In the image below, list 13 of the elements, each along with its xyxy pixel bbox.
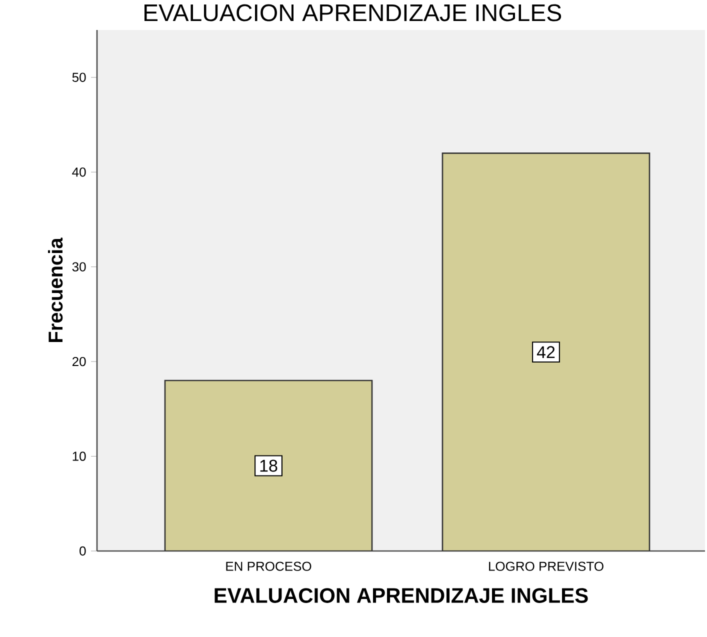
y-tick-label: 40 — [72, 167, 86, 177]
y-tick-label: 0 — [80, 546, 86, 556]
y-tick-label: 50 — [72, 72, 86, 82]
y-tick-label: 30 — [72, 262, 86, 272]
y-tick-label: 10 — [72, 452, 86, 461]
chart-title: EVALUACION APRENDIZAJE INGLES — [144, 4, 562, 22]
y-tick-label: 20 — [72, 356, 86, 366]
x-tick-label: EN PROCESO — [226, 562, 312, 571]
x-tick-label: LOGRO PREVISTO — [489, 562, 604, 571]
data-label: 18 — [260, 460, 278, 472]
data-label: 42 — [536, 346, 555, 358]
x-axis-title: EVALUACION APRENDIZAJE INGLES — [214, 588, 588, 603]
y-axis-title: Frecuencia — [48, 238, 63, 342]
